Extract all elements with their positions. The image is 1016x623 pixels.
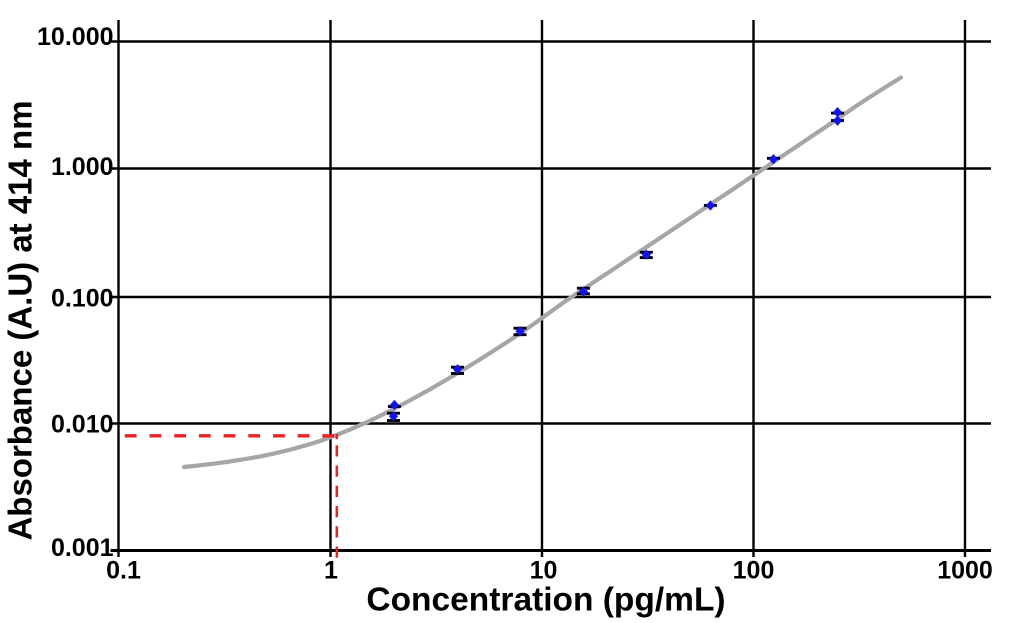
svg-text:10.000: 10.000 [37, 23, 113, 51]
svg-text:Absorbance (A.U) at 414 nm: Absorbance (A.U) at 414 nm [2, 100, 39, 540]
svg-text:Concentration (pg/mL): Concentration (pg/mL) [366, 582, 725, 619]
svg-text:1: 1 [324, 556, 338, 584]
svg-text:10: 10 [530, 556, 558, 584]
svg-text:0.010: 0.010 [51, 410, 114, 438]
svg-text:1.000: 1.000 [51, 153, 114, 181]
svg-text:1000: 1000 [937, 556, 993, 584]
svg-text:0.001: 0.001 [51, 534, 114, 562]
svg-text:0.1: 0.1 [106, 556, 141, 584]
svg-text:100: 100 [733, 556, 775, 584]
svg-text:0.100: 0.100 [51, 285, 114, 313]
